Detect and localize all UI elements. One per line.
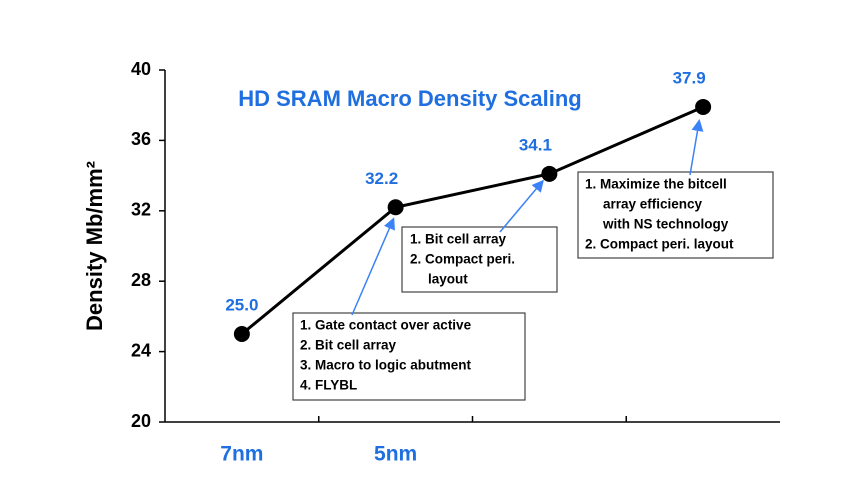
data-label: 25.0 [225, 295, 258, 314]
data-label: 37.9 [673, 68, 706, 87]
data-point [695, 98, 712, 115]
annotation-text: 1. Maximize the bitcell [585, 177, 727, 192]
x-tick-label: 5nm [374, 443, 417, 466]
y-tick-label: 32 [131, 200, 151, 220]
y-tick-label: 28 [131, 270, 151, 290]
data-label: 32.2 [365, 169, 398, 188]
annotation-text: 1. Bit cell array [410, 232, 507, 247]
y-tick-label: 40 [131, 59, 151, 79]
data-point [387, 199, 404, 216]
chart-title: HD SRAM Macro Density Scaling [238, 86, 582, 111]
annotation-text: 2. Compact peri. layout [585, 237, 734, 252]
annotation-text: with NS technology [602, 217, 729, 232]
annotation-arrow [351, 217, 395, 316]
x-tick-label: 7nm [220, 443, 263, 466]
annotation-text: 4. FLYBL [300, 378, 357, 393]
data-point [541, 165, 558, 182]
annotation-text: 2. Bit cell array [300, 338, 397, 353]
annotation-text: array efficiency [603, 197, 703, 212]
y-tick-label: 24 [131, 340, 151, 360]
annotation-text: 1. Gate contact over active [300, 318, 472, 333]
annotation-box [577, 171, 774, 259]
y-tick-label: 20 [131, 411, 151, 431]
data-point [233, 326, 250, 342]
annotation-box [292, 312, 526, 401]
y-tick-label: 36 [131, 129, 151, 149]
annotation-text: 2. Compact peri. [410, 252, 515, 267]
annotation-box [401, 226, 558, 293]
annotation-text: layout [428, 272, 468, 287]
annotation-arrow [689, 119, 704, 176]
y-axis-label: Density Mb/mm² [82, 161, 107, 331]
annotation-arrow [499, 179, 544, 233]
annotation-text: 3. Macro to logic abutment [300, 358, 472, 373]
data-label: 34.1 [519, 135, 552, 154]
data-line [240, 105, 704, 336]
